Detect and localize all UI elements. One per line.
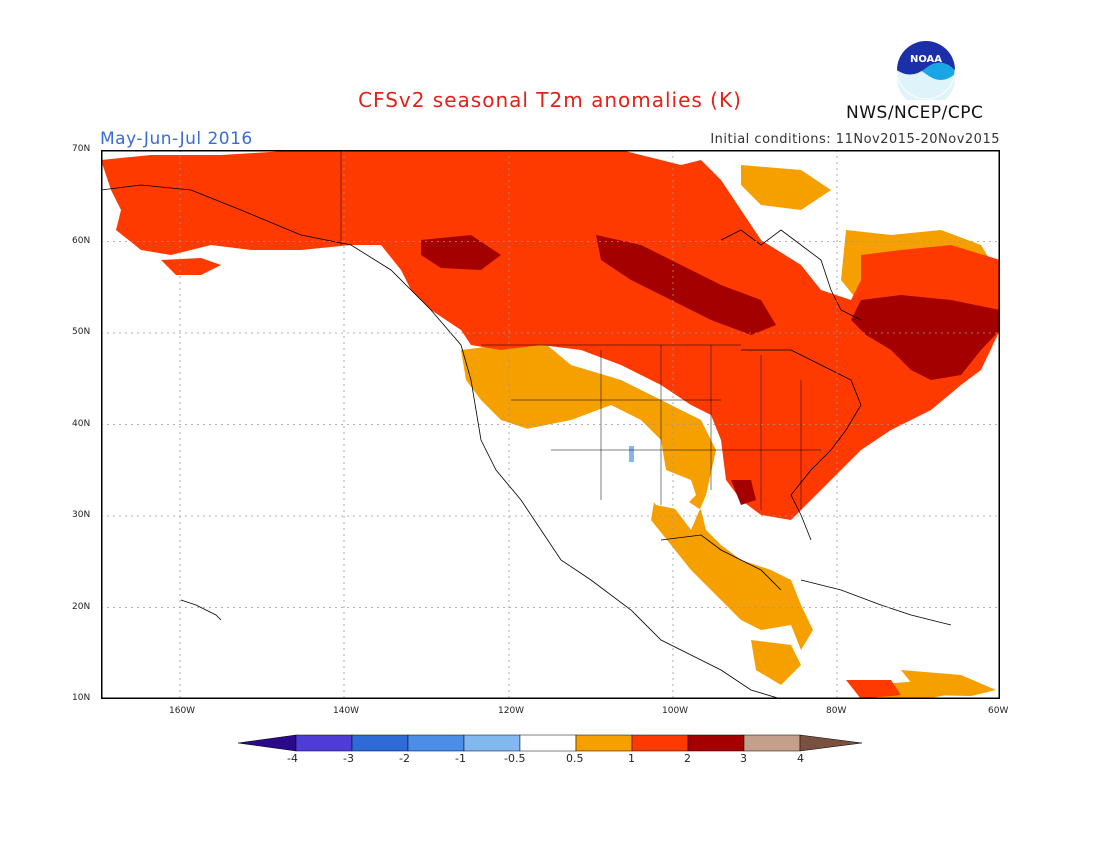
- lat-label-70n: 70N: [72, 144, 91, 154]
- colorbar-segment: [519, 734, 577, 752]
- agency-label: NWS/NCEP/CPC: [846, 103, 984, 123]
- state-borders: [340, 150, 821, 510]
- lon-label-120w: 120W: [498, 706, 525, 716]
- colorbar-segment: [575, 734, 633, 752]
- lon-label-160w: 160W: [169, 706, 196, 716]
- colorbar-segment: [631, 734, 689, 752]
- colorbar-tick: 0.5: [566, 752, 584, 765]
- lon-label-100w: 100W: [662, 706, 689, 716]
- colorbar-segment-gt-4: [799, 734, 862, 752]
- colorbar-tick: 2: [684, 752, 691, 765]
- chart-title: CFSv2 seasonal T2m anomalies (K): [358, 88, 742, 112]
- noaa-logo: NOAA: [896, 40, 956, 100]
- colorbar-tick: -0.5: [504, 752, 526, 765]
- colorbar-tick: 1: [628, 752, 635, 765]
- noaa-logo-text: NOAA: [910, 54, 942, 65]
- colorbar-segment: [743, 734, 801, 752]
- colorbar-segment: [407, 734, 465, 752]
- colorbar-tick: -3: [343, 752, 354, 765]
- lat-label-20n: 20N: [72, 602, 91, 612]
- anomaly-band-2-3: [421, 235, 1000, 505]
- lon-label-140w: 140W: [333, 706, 360, 716]
- colorbar-tick: -2: [399, 752, 410, 765]
- colorbar-segment-lt-neg4: [238, 734, 297, 752]
- colorbar: [238, 734, 862, 752]
- colorbar-tick: 4: [797, 752, 804, 765]
- colorbar-segment: [463, 734, 521, 752]
- lat-label-30n: 30N: [72, 510, 91, 520]
- colorbar-segment: [687, 734, 745, 752]
- lat-label-10n: 10N: [72, 693, 91, 703]
- colorbar-tick: -4: [287, 752, 298, 765]
- gridlines: [101, 150, 1000, 699]
- initial-conditions: Initial conditions: 11Nov2015-20Nov2015: [710, 132, 1000, 147]
- small-negative-anomaly: [629, 446, 634, 462]
- lat-label-60n: 60N: [72, 236, 91, 246]
- anomaly-band-neutral: [521, 405, 696, 510]
- lon-label-60w: 60W: [988, 706, 1009, 716]
- forecast-period: May-Jun-Jul 2016: [100, 129, 253, 149]
- lat-label-40n: 40N: [72, 419, 91, 429]
- anomaly-map: [101, 150, 1000, 699]
- colorbar-tick: 3: [740, 752, 747, 765]
- coastlines: [101, 184, 952, 699]
- colorbar-segment: [295, 734, 353, 752]
- lon-label-80w: 80W: [826, 706, 847, 716]
- anomaly-band-1-2: [101, 150, 1000, 699]
- lat-label-50n: 50N: [72, 327, 91, 337]
- colorbar-tick: -1: [455, 752, 466, 765]
- colorbar-segment: [351, 734, 409, 752]
